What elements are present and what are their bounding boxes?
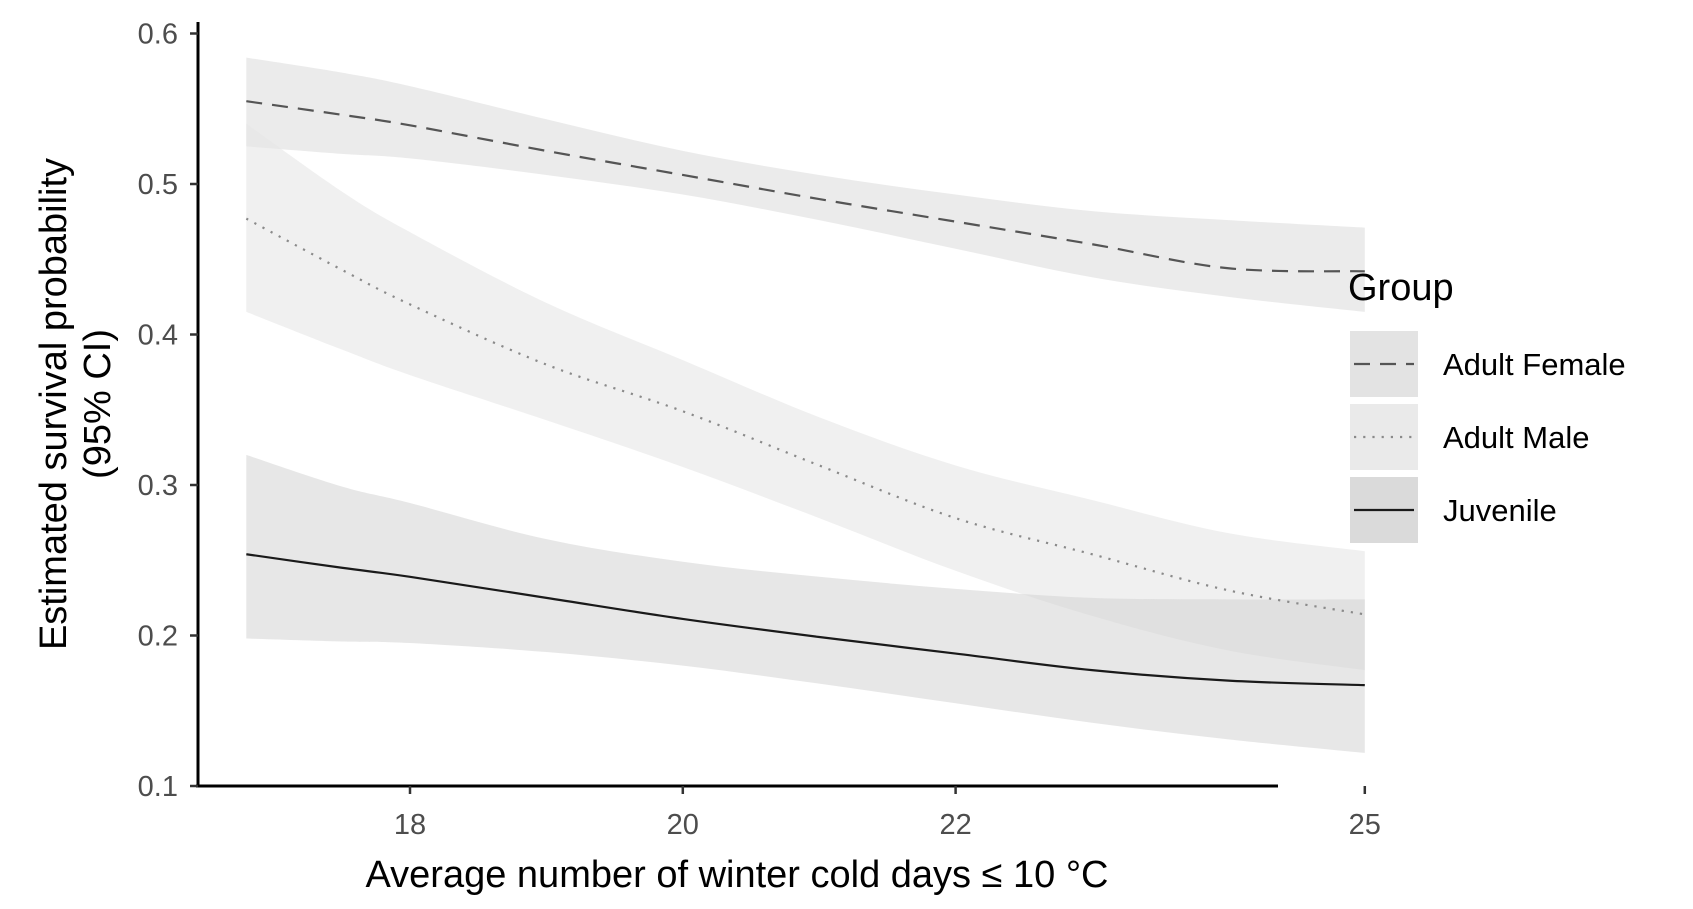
y-tick-label: 0.4 [138,320,178,352]
ci-ribbon-adult-male [246,123,1365,671]
series-line-adult-female [246,100,1365,273]
legend-key-adult-male [1350,404,1418,470]
y-tick-label: 0.2 [138,621,178,653]
ci-ribbon-juvenile [246,454,1365,753]
legend: Group Adult Female Adult Male Juvenile [1348,267,1626,543]
x-tick-label: 25 [1349,809,1381,841]
legend-label-adult-male: Adult Male [1443,420,1589,455]
x-tick-label: 18 [394,809,426,841]
y-axis-title: Estimated survival probability (95% CI) [33,158,119,650]
x-axis-title: Average number of winter cold days ≤ 10 … [366,854,1109,896]
y-axis-title-line-1: Estimated survival probability [33,158,75,650]
x-tick-label: 22 [939,809,971,841]
legend-label-juvenile: Juvenile [1443,493,1557,528]
legend-item-adult-male: Adult Male [1350,404,1589,470]
y-tick-label: 0.3 [138,470,178,502]
x-tick-label: 20 [667,809,699,841]
y-tick-label: 0.5 [138,169,178,201]
legend-label-adult-female: Adult Female [1443,347,1626,382]
ci-ribbon-adult-female [246,57,1365,312]
x-axis-ticks: 18 20 22 25 [394,786,1381,841]
series-line-juvenile [246,553,1365,687]
y-tick-label: 0.1 [138,771,178,803]
legend-title: Group [1348,267,1454,309]
y-tick-label: 0.6 [138,19,178,51]
series-lines [245,100,1365,687]
ci-ribbons [246,57,1365,753]
y-axis-title-line-2: (95% CI) [77,329,119,479]
legend-item-adult-female: Adult Female [1350,331,1626,397]
legend-item-juvenile: Juvenile [1350,477,1557,543]
y-axis-ticks: 0.1 0.2 0.3 0.4 0.5 0.6 [138,19,198,803]
